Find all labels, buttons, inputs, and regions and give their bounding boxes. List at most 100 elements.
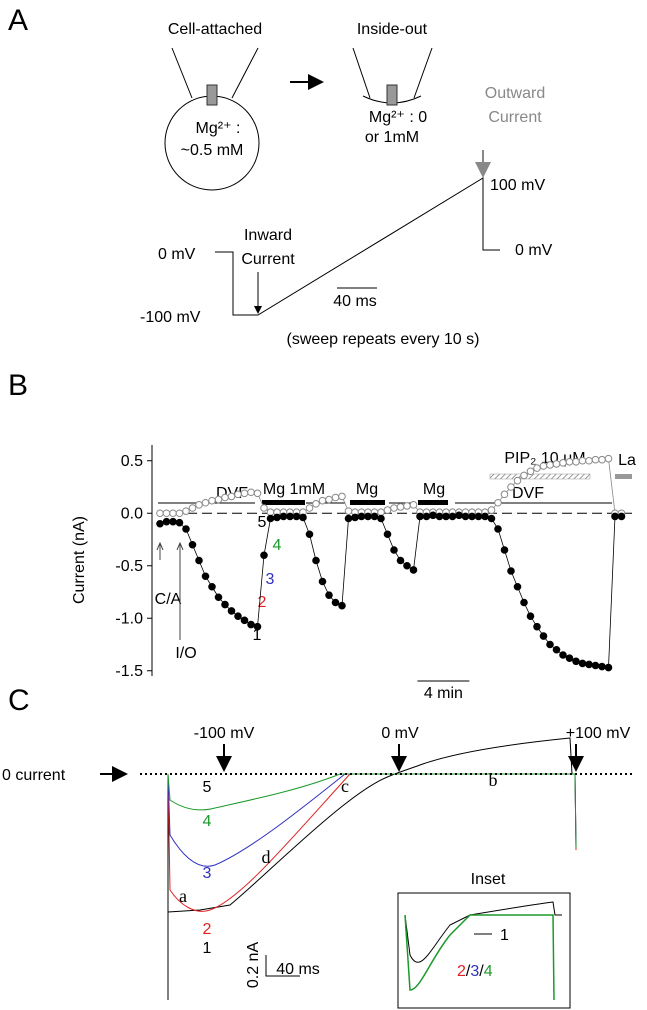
- trace-1: [167, 737, 575, 1000]
- annotation: C/A: [155, 591, 182, 608]
- label: or 1mM: [365, 129, 419, 146]
- label: 1: [500, 927, 509, 944]
- data-point: [474, 512, 483, 521]
- annotation: Mg: [356, 481, 378, 498]
- data-point: [227, 607, 236, 615]
- data-point: [351, 513, 359, 522]
- data-point: [429, 511, 437, 520]
- data-point: [266, 508, 275, 517]
- data-point: [591, 455, 600, 464]
- data-point: [273, 513, 281, 522]
- data-point: [260, 551, 268, 560]
- data-point: [260, 504, 268, 512]
- annotation: DVF: [512, 485, 544, 502]
- data-point: [572, 458, 580, 466]
- data-point: [533, 622, 541, 631]
- data-point: [338, 601, 346, 610]
- data-point: [455, 511, 463, 520]
- pipette: [171, 47, 193, 99]
- panel-a: A Cell-attached Mg²⁺ : ~0.5 mM Inside-ou…: [8, 4, 553, 348]
- label: 0 current: [2, 767, 66, 784]
- label: Mg²⁺ : 0: [369, 109, 427, 126]
- data-point: [565, 458, 574, 466]
- data-point: [221, 600, 229, 609]
- annotation: Mg: [423, 481, 445, 498]
- label: -100 mV: [194, 725, 255, 742]
- condition-bar: [350, 500, 385, 505]
- annotation: 1: [253, 627, 262, 644]
- data-point: [591, 661, 600, 670]
- label: Inside-out: [357, 21, 428, 38]
- data-point: [533, 464, 541, 472]
- data-point: [461, 512, 470, 521]
- label: 4: [484, 963, 493, 980]
- data-point: [409, 566, 418, 574]
- data-point: [390, 504, 398, 512]
- label: Cell-attached: [168, 21, 262, 38]
- inset-trace: [404, 914, 555, 1001]
- data-point: [598, 662, 606, 671]
- data-point: [182, 525, 190, 533]
- data-point: [325, 495, 333, 504]
- data-point: [344, 514, 353, 523]
- panel-label: B: [8, 369, 28, 402]
- label: Current: [241, 251, 295, 268]
- data-point: [494, 498, 502, 507]
- data-point: [195, 556, 203, 565]
- label: 100 mV: [490, 177, 545, 194]
- label: /: [466, 963, 471, 980]
- data-point: [377, 514, 385, 523]
- data-point: [234, 612, 242, 620]
- y-axis-title: Current (nA): [71, 516, 88, 604]
- label: ~0.5 mM: [181, 142, 244, 159]
- panel-label: C: [8, 684, 30, 717]
- data-point: [156, 509, 164, 518]
- data-point: [169, 517, 177, 526]
- data-point: [305, 530, 314, 539]
- data-point: [396, 556, 405, 565]
- data-point: [247, 620, 255, 629]
- data-point: [598, 455, 606, 464]
- data-point: [201, 498, 210, 507]
- data-point: [396, 503, 405, 511]
- data-point: [299, 513, 307, 522]
- data-point: [383, 506, 392, 514]
- letter: c: [341, 776, 349, 796]
- inset: [397, 892, 571, 1009]
- scale-bar-label: 4 min: [424, 685, 463, 702]
- channel: [206, 84, 218, 106]
- data-point: [559, 459, 567, 467]
- data-point: [253, 622, 262, 631]
- y-tick-label: 0.0: [121, 505, 143, 522]
- data-point: [331, 598, 340, 607]
- data-point: [201, 572, 210, 581]
- data-point: [195, 501, 203, 509]
- label: Outward: [485, 85, 545, 102]
- annotation: 5: [258, 514, 267, 531]
- data-point: [312, 500, 320, 508]
- data-point: [312, 556, 320, 565]
- condition-bar: [418, 500, 448, 505]
- label: 40 ms: [333, 293, 377, 310]
- data-point: [370, 512, 379, 521]
- voltage-protocol: [215, 177, 500, 316]
- label: 2/3/4: [457, 963, 493, 980]
- annotation: La: [618, 452, 636, 469]
- trace-4: [167, 773, 577, 849]
- data-point: [377, 508, 385, 517]
- letter: b: [489, 770, 498, 790]
- label: 2: [457, 963, 466, 980]
- data-point: [552, 460, 561, 468]
- data-point: [292, 512, 301, 521]
- data-point: [526, 467, 535, 476]
- trace-3: [167, 773, 577, 867]
- y-tick-label: -0.5: [115, 558, 143, 575]
- data-point: [214, 593, 223, 602]
- data-point: [604, 663, 613, 672]
- data-point: [247, 488, 255, 497]
- data-point: [435, 512, 444, 521]
- data-point: [227, 492, 236, 501]
- label: Mg²⁺ :: [196, 120, 241, 137]
- data-point: [481, 512, 489, 521]
- data-point: [500, 546, 509, 554]
